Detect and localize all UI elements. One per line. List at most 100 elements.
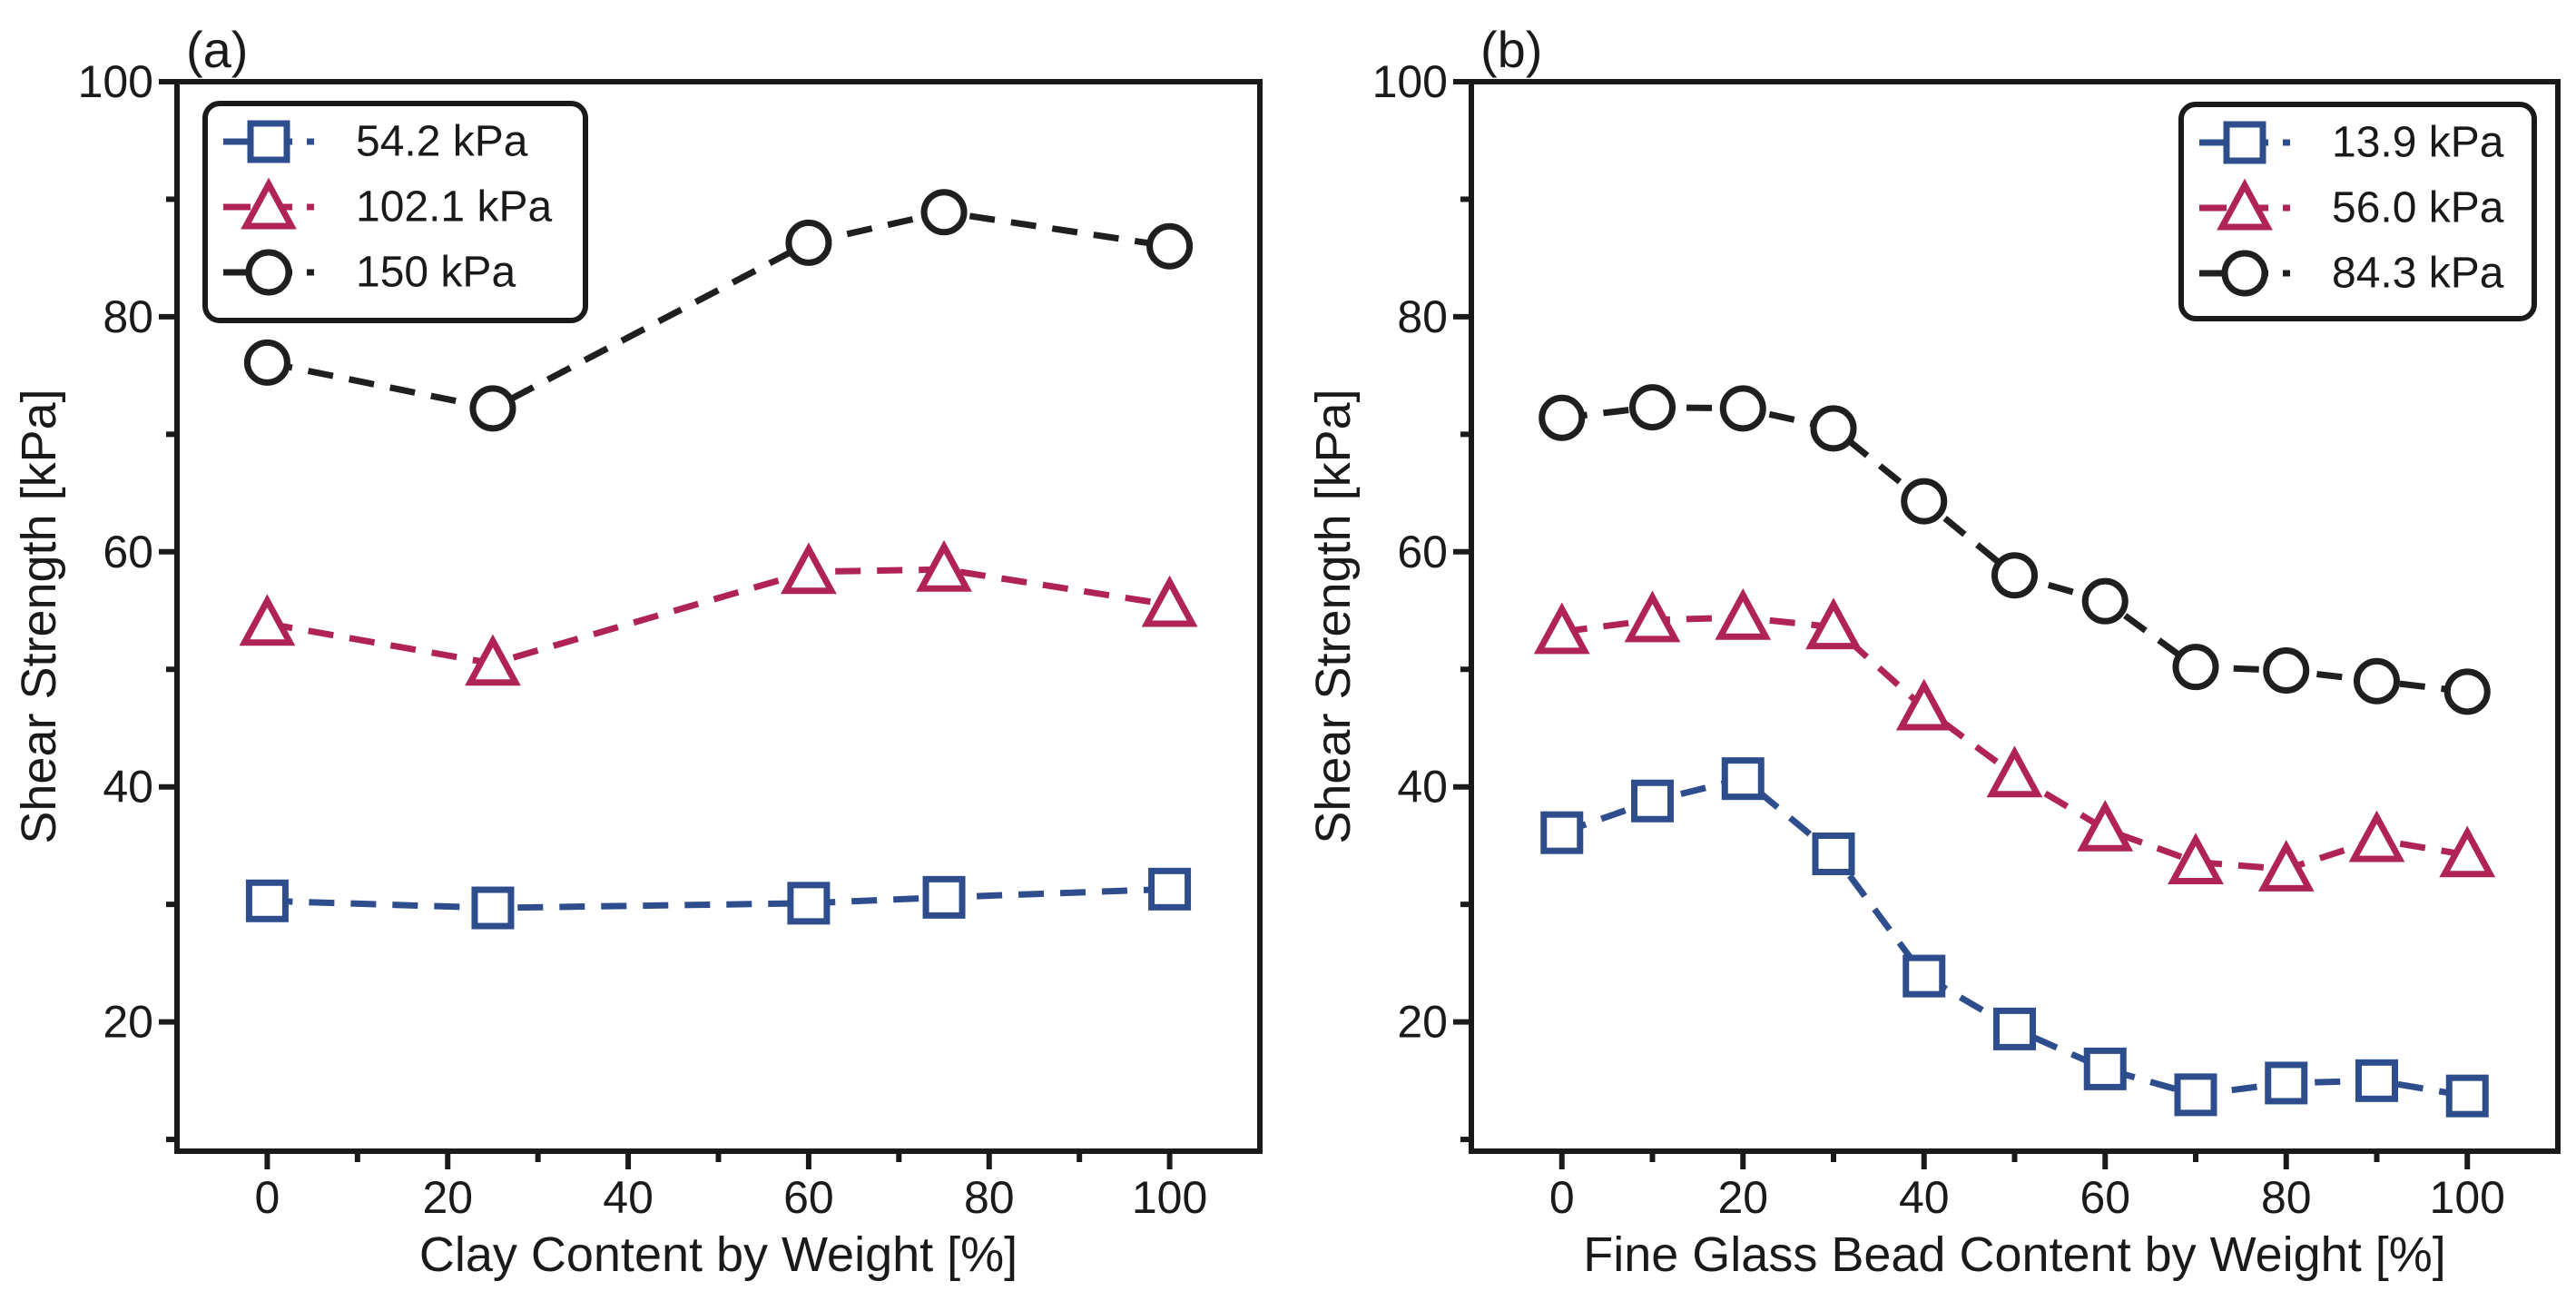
data-point-84p3-kPa bbox=[2172, 644, 2219, 691]
series-56p0-kPa bbox=[1533, 587, 2496, 892]
data-point-13p9-kPa bbox=[1993, 1007, 2036, 1050]
data-point-54p2-kPa bbox=[245, 879, 289, 922]
data-point-102p1-kPa bbox=[465, 634, 521, 686]
x-tick-label: 20 bbox=[1717, 1172, 1768, 1223]
legend-label: 54.2 kPa bbox=[356, 118, 528, 166]
data-point-13p9-kPa bbox=[1903, 954, 1946, 998]
data-point-54p2-kPa bbox=[1148, 867, 1192, 911]
series-line-56p0-kPa bbox=[1561, 614, 2468, 872]
data-point-56p0-kPa bbox=[1715, 587, 1772, 640]
x-tick-label: 60 bbox=[2079, 1172, 2130, 1223]
panel-title: (b) bbox=[1480, 21, 1542, 78]
y-tick-label: 100 bbox=[78, 56, 153, 107]
data-point-84p3-kPa bbox=[2263, 647, 2310, 695]
x-tick-label: 40 bbox=[603, 1172, 654, 1223]
x-tick-label: 100 bbox=[1132, 1172, 1207, 1223]
legend-marker-triangle bbox=[241, 177, 297, 230]
data-point-56p0-kPa bbox=[2348, 810, 2405, 862]
legend-label: 102.1 kPa bbox=[356, 183, 552, 232]
legend-entry: 56.0 kPa bbox=[2199, 178, 2504, 232]
data-point-13p9-kPa bbox=[2445, 1074, 2489, 1118]
data-point-84p3-kPa bbox=[2443, 668, 2491, 715]
y-tick-label: 40 bbox=[1397, 762, 1448, 813]
legend-entry: 13.9 kPa bbox=[2199, 119, 2504, 167]
data-point-13p9-kPa bbox=[1812, 832, 1855, 875]
data-point-56p0-kPa bbox=[1624, 590, 1681, 643]
plot-border bbox=[174, 79, 1263, 1154]
x-tick-label: 100 bbox=[2430, 1172, 2505, 1223]
legend-marker-square bbox=[247, 120, 290, 163]
legend-label: 56.0 kPa bbox=[2332, 184, 2504, 232]
data-point-56p0-kPa bbox=[1895, 678, 1952, 731]
data-point-13p9-kPa bbox=[2355, 1059, 2398, 1102]
data-point-102p1-kPa bbox=[916, 539, 972, 592]
x-tick-label: 60 bbox=[783, 1172, 834, 1223]
legend: 54.2 kPa 102.1 kPa 150 kPa bbox=[202, 101, 588, 323]
data-point-150-kPa bbox=[243, 339, 290, 386]
data-point-84p3-kPa bbox=[2081, 577, 2129, 625]
data-point-13p9-kPa bbox=[1631, 779, 1674, 823]
data-point-56p0-kPa bbox=[2439, 825, 2496, 878]
y-tick-label: 80 bbox=[1397, 291, 1448, 342]
y-tick-label: 60 bbox=[103, 527, 153, 577]
data-point-56p0-kPa bbox=[2077, 799, 2134, 852]
legend-marker-circle bbox=[2221, 250, 2268, 297]
data-point-102p1-kPa bbox=[781, 542, 837, 595]
data-point-56p0-kPa bbox=[2257, 839, 2315, 892]
series-150-kPa bbox=[243, 189, 1194, 432]
panel-a: (a) 0 20 40 60 80 100 20 40 60 80 100 Clay Content b… bbox=[12, 21, 1263, 1282]
data-point-102p1-kPa bbox=[1141, 575, 1198, 627]
series-54p2-kPa bbox=[245, 867, 1192, 930]
y-tick-label: 20 bbox=[1397, 997, 1448, 1048]
series-line-84p3-kPa bbox=[1561, 404, 2468, 695]
data-point-84p3-kPa bbox=[1901, 478, 1948, 525]
series-13p9-kPa bbox=[1540, 757, 2489, 1118]
legend-box bbox=[2178, 102, 2537, 321]
legend-entry: 102.1 kPa bbox=[223, 177, 552, 232]
data-point-150-kPa bbox=[785, 219, 832, 266]
y-tick-label: 80 bbox=[103, 291, 153, 342]
data-point-13p9-kPa bbox=[1540, 811, 1584, 854]
y-axis-label: Shear Strength [kPa] bbox=[1306, 389, 1361, 843]
data-point-56p0-kPa bbox=[1986, 745, 2043, 798]
x-axis-label: Fine Glass Bead Content by Weight [%] bbox=[1583, 1227, 2445, 1282]
series-line-102p1-kPa bbox=[266, 566, 1171, 667]
legend-entry: 54.2 kPa bbox=[223, 118, 528, 166]
legend-label: 84.3 kPa bbox=[2332, 250, 2504, 298]
y-tick-label: 100 bbox=[1372, 56, 1448, 107]
y-tick-label: 40 bbox=[103, 762, 153, 813]
legend-marker-square bbox=[2223, 121, 2266, 164]
x-tick-label: 80 bbox=[2261, 1172, 2312, 1223]
data-point-150-kPa bbox=[1146, 222, 1194, 270]
series-102p1-kPa bbox=[239, 539, 1198, 686]
data-point-54p2-kPa bbox=[787, 882, 831, 925]
data-point-150-kPa bbox=[469, 385, 516, 432]
data-point-102p1-kPa bbox=[239, 594, 296, 646]
y-tick-label: 20 bbox=[103, 997, 153, 1048]
x-tick-label: 80 bbox=[964, 1172, 1015, 1223]
legend-marker-circle bbox=[245, 249, 292, 296]
data-point-84p3-kPa bbox=[1629, 384, 1676, 431]
data-point-84p3-kPa bbox=[1719, 385, 1766, 432]
x-tick-label: 0 bbox=[1549, 1172, 1575, 1223]
data-point-150-kPa bbox=[920, 189, 968, 236]
x-tick-label: 40 bbox=[1899, 1172, 1950, 1223]
data-point-13p9-kPa bbox=[2265, 1061, 2308, 1105]
x-tick-label: 20 bbox=[422, 1172, 473, 1223]
data-point-54p2-kPa bbox=[922, 875, 966, 919]
data-point-13p9-kPa bbox=[1721, 757, 1765, 801]
legend-marker-triangle bbox=[2217, 178, 2273, 231]
legend: 13.9 kPa 56.0 kPa 84.3 kPa bbox=[2178, 102, 2537, 321]
series-84p3-kPa bbox=[1539, 384, 2491, 715]
data-point-84p3-kPa bbox=[2354, 657, 2400, 705]
y-tick-label: 60 bbox=[1397, 527, 1448, 577]
plot-border bbox=[1469, 79, 2561, 1154]
x-tick-label: 0 bbox=[255, 1172, 280, 1223]
legend-label: 13.9 kPa bbox=[2332, 119, 2504, 167]
data-point-84p3-kPa bbox=[1539, 394, 1586, 441]
data-point-13p9-kPa bbox=[2174, 1073, 2217, 1117]
legend-entry: 150 kPa bbox=[223, 249, 516, 297]
